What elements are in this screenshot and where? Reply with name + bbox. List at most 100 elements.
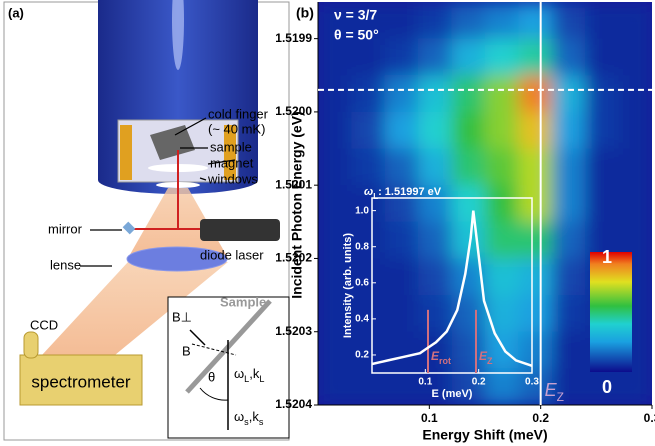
heatmap-cell <box>385 295 419 332</box>
heatmap-cell <box>518 149 552 186</box>
heatmap-cell <box>552 112 586 149</box>
inset-y-tick-label: 1.0 <box>355 205 369 216</box>
heatmap-cell <box>385 332 419 369</box>
heatmap-cell <box>385 75 419 112</box>
heatmap-cell <box>385 258 419 295</box>
heatmap-cell <box>418 39 452 76</box>
diode-laser <box>200 219 280 241</box>
heatmap-cell <box>552 222 586 259</box>
heatmap-cell <box>485 295 519 332</box>
heatmap-cell <box>351 368 385 405</box>
heatmap-cell <box>452 75 486 112</box>
x-tick-label: 0.3 <box>644 411 655 425</box>
heatmap-cell <box>452 39 486 76</box>
label: diode laser <box>200 247 264 262</box>
heatmap-cell <box>318 75 352 112</box>
y-tick-label: 1.5204 <box>275 397 312 411</box>
heatmap-cell <box>585 149 619 186</box>
annotation-rest: : 1.51997 eV <box>378 186 442 198</box>
heatmap-cell <box>485 368 519 405</box>
heatmap-cell <box>318 185 352 222</box>
label: B <box>182 343 191 358</box>
heatmap-cell <box>518 112 552 149</box>
heatmap-cell <box>485 2 519 39</box>
heatmap-cell <box>485 39 519 76</box>
label: cold finger <box>208 106 269 121</box>
heatmap-cell <box>418 75 452 112</box>
heatmap-cell <box>318 39 352 76</box>
heatmap-cell <box>452 112 486 149</box>
heatmap-cell <box>619 75 653 112</box>
heatmap-cell <box>552 39 586 76</box>
inset-y-label: Intensity (arb. units) <box>342 233 354 338</box>
x-axis-label: Energy Shift (meV) <box>422 427 547 443</box>
heatmap-cell <box>385 368 419 405</box>
inset-x-tick-label: 0.2 <box>472 377 486 388</box>
heatmap-cell <box>351 149 385 186</box>
heatmap-cell <box>418 258 452 295</box>
heatmap-cell <box>385 39 419 76</box>
colorbar-label: 1 <box>602 247 612 267</box>
heatmap-cell <box>351 75 385 112</box>
label: spectrometer <box>31 372 131 391</box>
heatmap-cell <box>318 112 352 149</box>
label: θ <box>208 369 215 384</box>
heatmap-cell <box>418 2 452 39</box>
marker-label-sub: Z <box>487 356 493 366</box>
panel-label: (a) <box>8 5 24 20</box>
panel-label: (b) <box>296 5 314 21</box>
heatmap-cell <box>552 185 586 222</box>
heatmap-cell <box>585 185 619 222</box>
label: CCD <box>30 317 58 332</box>
inset-y-tick-label: 0.6 <box>355 277 369 288</box>
figure: (a) cold finger (~ 40 mK) sample magnet … <box>0 0 655 446</box>
magnet-left <box>120 125 132 180</box>
annotation: θ = 50° <box>334 27 379 43</box>
ez-label-sub: Z <box>557 390 564 404</box>
heatmap-cell <box>552 258 586 295</box>
heatmap-cell <box>418 222 452 259</box>
heatmap-cell <box>485 185 519 222</box>
label: (~ 40 mK) <box>208 121 265 136</box>
heatmap-cell <box>485 149 519 186</box>
annotation: ν = 3/7 <box>334 7 377 23</box>
heatmap-cell <box>518 185 552 222</box>
inset-x-label: E (meV) <box>432 388 473 400</box>
heatmap-cell <box>619 149 653 186</box>
colorbar-label: 0 <box>602 377 612 397</box>
heatmap-cell <box>619 2 653 39</box>
inset-x-tick-label: 0.1 <box>418 377 432 388</box>
heatmap-cell <box>385 222 419 259</box>
heatmap-cell <box>318 149 352 186</box>
inset-x-tick-label: 0.3 <box>525 377 539 388</box>
heatmap-cell <box>619 368 653 405</box>
heatmap-cell <box>619 39 653 76</box>
heatmap-cell <box>318 368 352 405</box>
heatmap-cell <box>518 75 552 112</box>
heatmap-cell <box>585 75 619 112</box>
heatmap-cell <box>485 258 519 295</box>
heatmap-cell <box>585 112 619 149</box>
heatmap-cell <box>585 39 619 76</box>
mirror <box>123 222 136 235</box>
colorbar <box>590 252 632 372</box>
heatmap-cell <box>619 112 653 149</box>
heatmap-cell <box>552 295 586 332</box>
label: mirror <box>48 221 83 236</box>
heatmap-cell <box>385 149 419 186</box>
annotation-main: ω <box>364 186 373 198</box>
label: windows <box>207 171 258 186</box>
heatmap-cell <box>418 112 452 149</box>
heatmap-cell <box>485 112 519 149</box>
heatmap-cell <box>452 2 486 39</box>
heatmap-cell <box>385 2 419 39</box>
heatmap-cell <box>552 149 586 186</box>
heatmap-cell <box>552 75 586 112</box>
panel-a: (a) cold finger (~ 40 mK) sample magnet … <box>4 0 289 440</box>
x-tick-label: 0.1 <box>421 411 438 425</box>
heatmap-cell <box>418 295 452 332</box>
heatmap-cell <box>351 112 385 149</box>
panel-b: 0.10.20.31.51991.52001.52011.52021.52031… <box>275 2 655 443</box>
inset-y-tick-label: 0.8 <box>355 241 369 252</box>
heatmap-cell <box>485 222 519 259</box>
